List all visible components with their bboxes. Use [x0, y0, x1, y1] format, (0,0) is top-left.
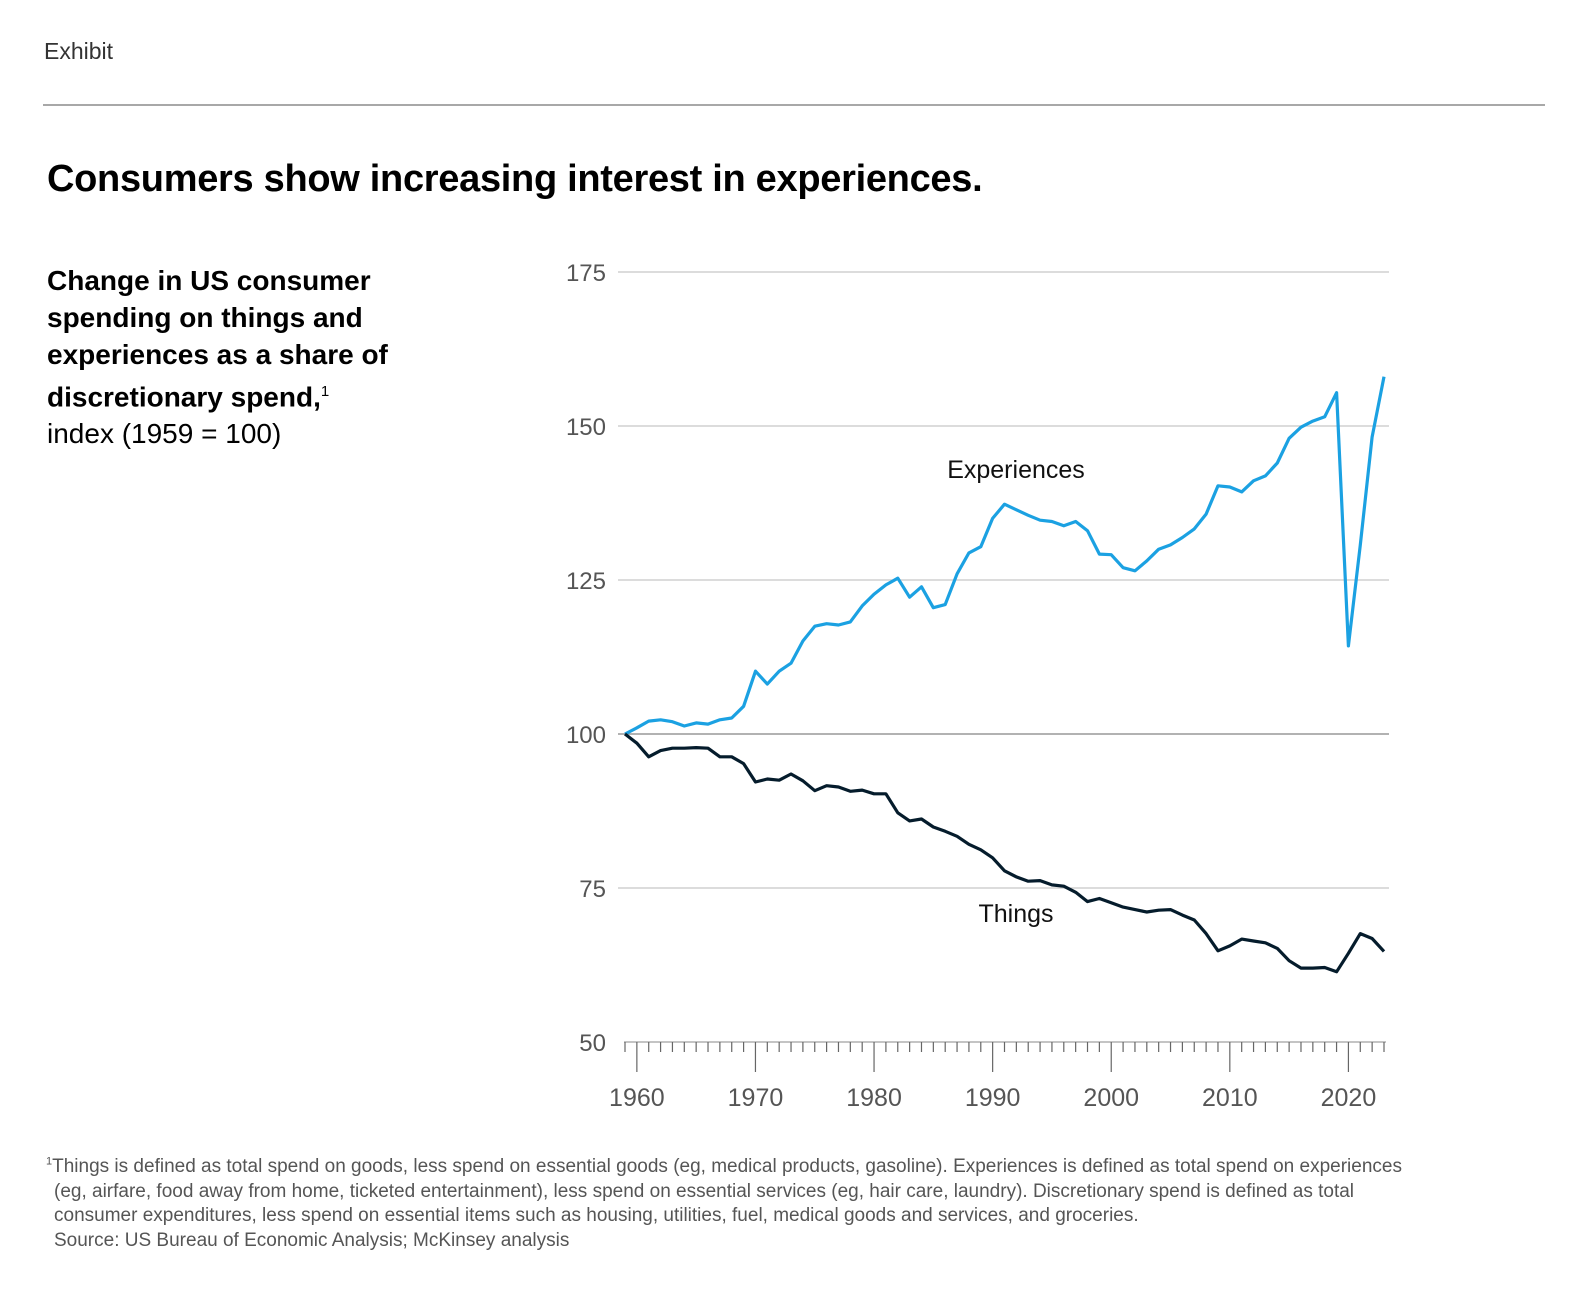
x-tick-label: 1970	[728, 1084, 784, 1112]
footnote: 1Things is defined as total spend on goo…	[46, 1150, 1546, 1253]
series-line-things	[624, 732, 1386, 974]
series-label-things: Things	[978, 900, 1053, 928]
chart-title: Consumers show increasing interest in ex…	[47, 158, 983, 200]
footnote-marker: 1	[46, 1156, 53, 1168]
x-tick-label: 2010	[1202, 1084, 1258, 1112]
series-label-experiences: Experiences	[947, 456, 1085, 484]
source-line: Source: US Bureau of Economic Analysis; …	[54, 1229, 570, 1251]
y-tick-label: 100	[566, 722, 606, 749]
x-tick-label: 1960	[609, 1084, 665, 1112]
subtitle-bold: Change in US consumer spending on things…	[47, 265, 388, 413]
y-tick-label: 150	[566, 414, 606, 441]
y-tick-label: 125	[566, 568, 606, 595]
y-tick-label: 75	[579, 876, 606, 903]
header-divider	[43, 104, 1545, 106]
footnote-text: Things is defined as total spend on good…	[52, 1156, 1402, 1178]
x-tick-label: 1980	[846, 1084, 902, 1112]
exhibit-label: Exhibit	[44, 38, 114, 64]
y-tick-label: 50	[579, 1030, 606, 1057]
chart-subtitle: Change in US consumer spending on things…	[47, 262, 427, 452]
y-tick-label: 175	[566, 260, 606, 287]
footnote-line: (eg, airfare, food away from home, ticke…	[54, 1180, 1355, 1202]
footnote-line: 1Things is defined as total spend on goo…	[46, 1156, 1402, 1177]
footnote-marker: 1	[320, 383, 330, 400]
x-tick-label: 1990	[965, 1084, 1021, 1112]
x-tick-label: 2020	[1321, 1084, 1377, 1112]
subtitle-unit: index (1959 = 100)	[47, 418, 282, 450]
series-line-experiences	[624, 376, 1386, 736]
footnote-line: consumer expenditures, less spend on ess…	[54, 1205, 1139, 1227]
x-tick-label: 2000	[1083, 1084, 1139, 1112]
